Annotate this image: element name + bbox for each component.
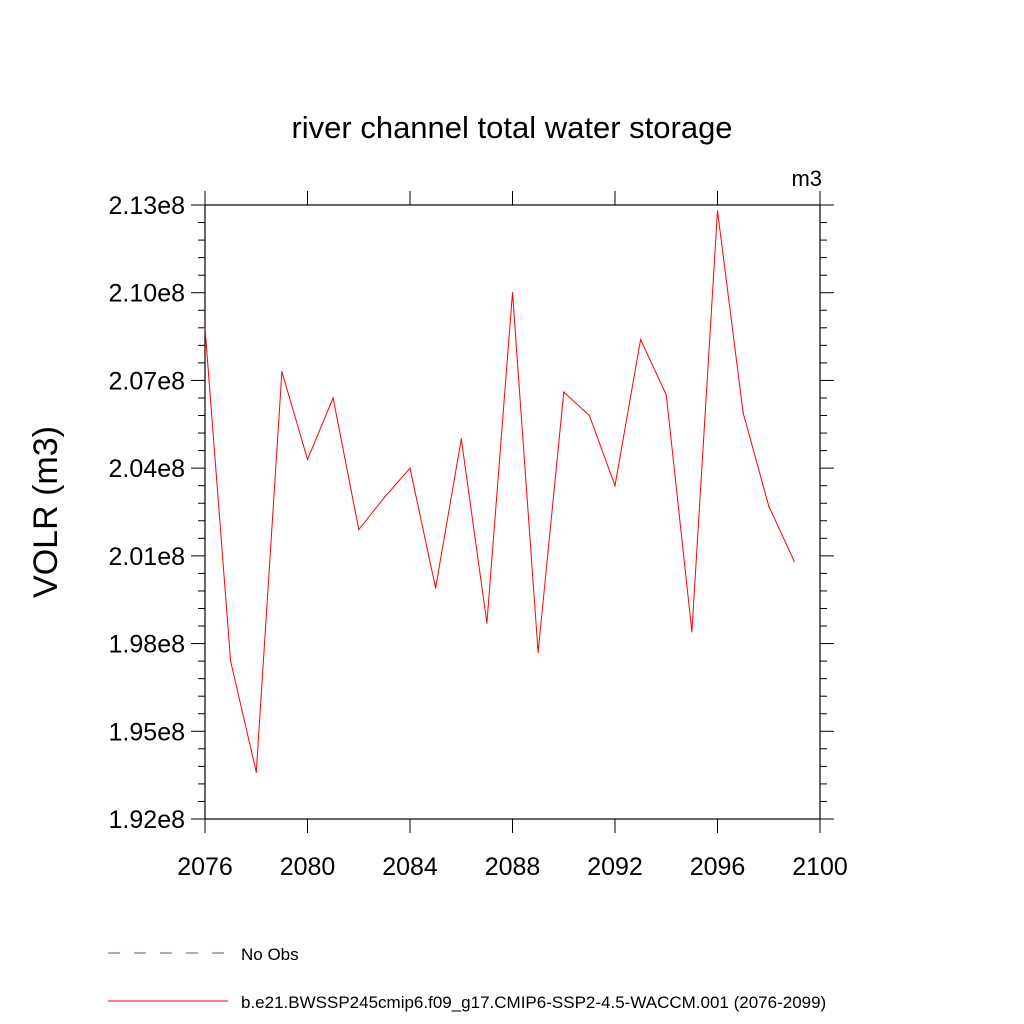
- y-tick-label: 2.07e8: [109, 367, 185, 395]
- data-point: [306, 458, 309, 460]
- x-tick-label: 2084: [382, 853, 438, 881]
- data-point: [768, 505, 770, 507]
- data-point: [640, 338, 642, 341]
- x-tick-labels: 2076 2080 2084 2088 2092 2096 2100: [177, 853, 848, 881]
- data-point: [563, 391, 565, 393]
- series-layer: [204, 210, 795, 773]
- data-point: [511, 292, 514, 294]
- y-tick-label: 1.95e8: [109, 718, 185, 746]
- y-tick-label: 2.13e8: [109, 192, 185, 220]
- data-point: [383, 496, 385, 498]
- data-point: [435, 587, 437, 589]
- major-ticks: [191, 191, 834, 833]
- legend-label-model-run: b.e21.BWSSP245cmip6.f09_g17.CMIP6-SSP2-4…: [241, 993, 826, 1012]
- data-point: [358, 528, 360, 531]
- data-point: [614, 485, 616, 487]
- y-tick-label: 2.04e8: [109, 455, 185, 483]
- data-point: [281, 371, 283, 373]
- y-tick-label: 1.92e8: [109, 806, 185, 834]
- y-tick-label: 1.98e8: [109, 631, 185, 659]
- y-tick-label: 2.10e8: [109, 280, 185, 308]
- x-tick-label: 2096: [690, 853, 746, 881]
- series-line: [204, 210, 795, 773]
- data-point: [230, 660, 232, 662]
- legend: No Obs b.e21.BWSSP245cmip6.f09_g17.CMIP6…: [108, 945, 826, 1012]
- data-point: [588, 414, 590, 417]
- y-axis-label: VOLR (m3): [27, 426, 65, 598]
- y-tick-labels: 1.92e8 1.95e8 1.98e8 2.01e8 2.04e8 2.07e8 2.10…: [109, 192, 185, 834]
- data-point: [665, 394, 667, 396]
- legend-label-no-obs: No Obs: [241, 945, 299, 964]
- data-point: [716, 210, 719, 212]
- data-point: [691, 631, 693, 633]
- data-point: [486, 622, 488, 624]
- data-point: [255, 771, 257, 773]
- y-tick-label: 2.01e8: [109, 543, 185, 571]
- data-point: [537, 651, 539, 653]
- data-point: [204, 327, 206, 329]
- x-tick-label: 2088: [485, 853, 541, 881]
- chart-title: river channel total water storage: [291, 110, 732, 145]
- x-tick-label: 2080: [280, 853, 336, 881]
- x-tick-label: 2076: [177, 853, 233, 881]
- data-point: [460, 438, 462, 440]
- data-point: [332, 397, 334, 399]
- minor-ticks: [198, 222, 827, 802]
- x-tick-label: 2092: [587, 853, 643, 881]
- plot-frame: [204, 204, 821, 820]
- data-point: [742, 411, 744, 414]
- units-label: m3: [791, 166, 822, 191]
- x-tick-label: 2100: [792, 853, 848, 881]
- data-point: [409, 467, 411, 469]
- data-point: [793, 561, 795, 563]
